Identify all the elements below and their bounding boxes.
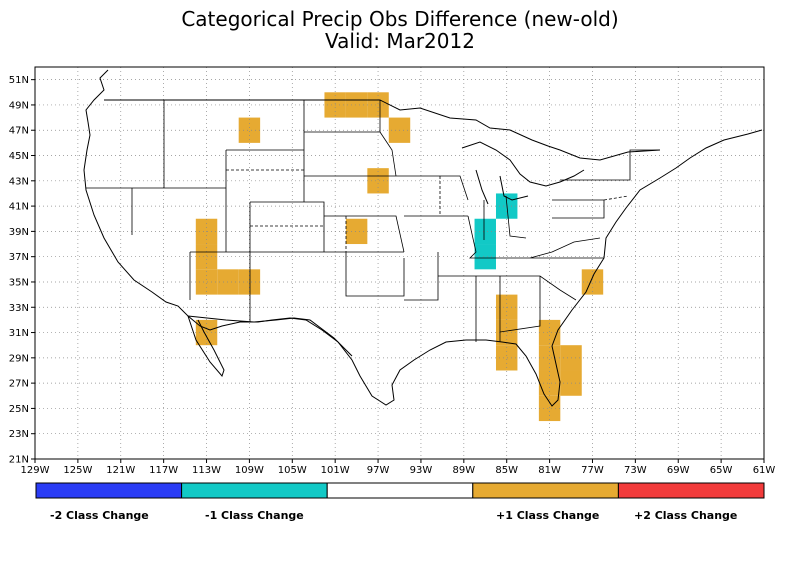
- lon-tick-label: 101W: [321, 465, 350, 476]
- difference-cell: [195, 244, 218, 270]
- difference-cell: [367, 168, 389, 194]
- legend-label-minus1: -1 Class Change: [205, 509, 304, 522]
- difference-cell: [495, 345, 518, 371]
- us-canada-border: [104, 99, 661, 161]
- difference-cells: [195, 92, 604, 422]
- lat-tick-label: 41N: [9, 202, 29, 213]
- legend-swatch: [181, 482, 328, 499]
- lon-tick-label: 77W: [581, 465, 604, 476]
- lat-tick-label: 51N: [9, 75, 29, 86]
- difference-cell: [345, 92, 368, 118]
- legend-label-plus1: +1 Class Change: [496, 509, 600, 522]
- lat-tick-label: 31N: [9, 328, 29, 339]
- lat-tick-label: 29N: [9, 353, 29, 364]
- legend-swatch: [35, 482, 183, 499]
- state-borders-dashed: [226, 169, 629, 252]
- lat-tick-label: 27N: [9, 379, 29, 390]
- difference-cell: [495, 319, 518, 346]
- lat-tick-label: 43N: [9, 176, 29, 187]
- lat-tick-label: 33N: [9, 303, 29, 314]
- difference-cell: [195, 269, 218, 295]
- lon-tick-label: 125W: [63, 465, 92, 476]
- state-borders: [86, 100, 660, 342]
- difference-cell: [367, 92, 389, 118]
- great-lakes: [461, 141, 585, 205]
- lat-tick-label: 25N: [9, 404, 29, 415]
- lon-tick-label: 121W: [106, 465, 135, 476]
- latitude-tick-labels: 51N 49N 47N 45N 43N 41N 39N 37N 35N 33N 31N 29N 27N 2…: [9, 75, 35, 466]
- lon-tick-label: 129W: [21, 465, 50, 476]
- lon-tick-label: 65W: [710, 465, 733, 476]
- lon-tick-label: 117W: [149, 465, 178, 476]
- lon-tick-label: 89W: [453, 465, 476, 476]
- chart-title: Categorical Precip Obs Difference (new-o…: [181, 7, 619, 31]
- lat-tick-label: 37N: [9, 252, 29, 263]
- lat-tick-label: 39N: [9, 227, 29, 238]
- lat-tick-label: 23N: [9, 429, 29, 440]
- legend-label-plus2: +2 Class Change: [634, 509, 738, 522]
- lon-tick-label: 105W: [278, 465, 307, 476]
- lon-tick-label: 69W: [667, 465, 690, 476]
- longitude-tick-labels: 129W 125W 121W 117W 113W 109W 105W 101W 97W 93W 89…: [21, 459, 776, 476]
- lon-tick-label: 85W: [495, 465, 518, 476]
- lon-tick-label: 93W: [410, 465, 433, 476]
- map-outlines: [83, 69, 763, 407]
- lon-tick-label: 73W: [624, 465, 647, 476]
- chart-subtitle: Valid: Mar2012: [325, 29, 475, 53]
- difference-cell: [474, 244, 496, 270]
- coastline: [83, 121, 763, 407]
- lon-tick-label: 97W: [367, 465, 390, 476]
- difference-cell: [238, 269, 261, 295]
- legend-swatch: [326, 482, 474, 499]
- difference-cell: [474, 218, 496, 245]
- legend-label-minus2: -2 Class Change: [50, 509, 149, 522]
- legend-swatch: [617, 482, 765, 499]
- lat-tick-label: 21N: [9, 455, 29, 466]
- plot-frame: [34, 66, 765, 460]
- difference-cell: [345, 218, 368, 245]
- legend-colorbar: [35, 482, 765, 499]
- lat-tick-label: 49N: [9, 100, 29, 111]
- us-mexico-border: [187, 315, 353, 357]
- coastline-west-canada: [85, 69, 109, 123]
- lat-tick-label: 45N: [9, 151, 29, 162]
- lon-tick-label: 81W: [538, 465, 561, 476]
- lon-tick-label: 61W: [753, 465, 776, 476]
- lon-tick-label: 113W: [192, 465, 221, 476]
- difference-cell: [238, 117, 261, 143]
- lat-tick-label: 47N: [9, 126, 29, 137]
- legend-swatch: [472, 482, 619, 499]
- baja: [187, 315, 225, 377]
- difference-cell: [538, 395, 561, 422]
- difference-cell: [538, 345, 561, 371]
- lon-tick-label: 109W: [235, 465, 264, 476]
- lat-tick-label: 35N: [9, 277, 29, 288]
